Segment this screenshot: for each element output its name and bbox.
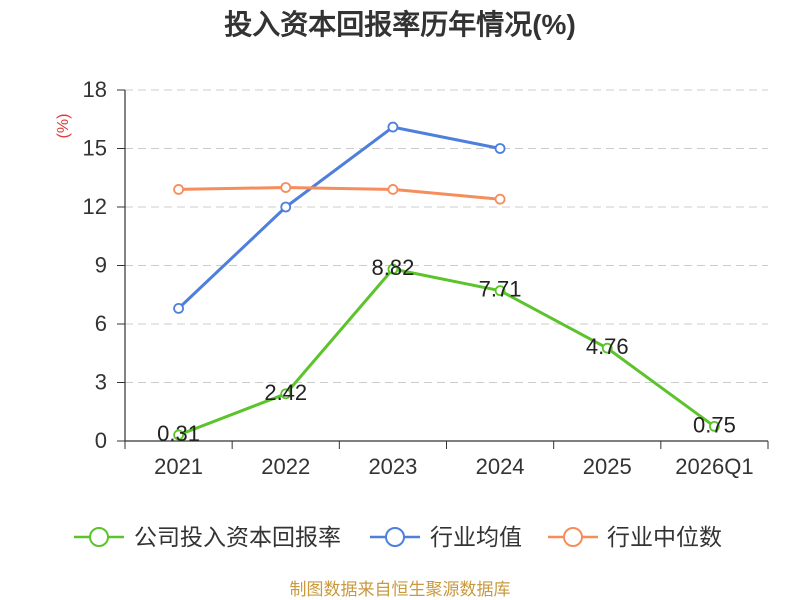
data-point <box>173 302 184 314</box>
legend: 公司投入资本回报率 行业均值 行业中位数 <box>74 524 722 550</box>
x-tick-label: 2022 <box>261 454 310 479</box>
y-tick-label: 18 <box>83 77 107 102</box>
legend-label-industry-mean: 行业均值 <box>430 524 522 550</box>
legend-label-industry-median: 行业中位数 <box>607 524 722 550</box>
data-point <box>387 184 399 195</box>
data-point <box>173 184 184 195</box>
data-label: 0.31 <box>157 421 200 446</box>
y-tick-label: 3 <box>95 370 107 395</box>
x-tick-label: 2024 <box>476 454 525 479</box>
legend-marker-industry-mean <box>385 527 405 547</box>
data-label: 7.71 <box>479 277 522 302</box>
data-point <box>387 263 399 275</box>
x-tick-label: 2026Q1 <box>675 454 753 479</box>
y-tick-label: 0 <box>95 428 107 453</box>
legend-item-industry-mean[interactable]: 行业均值 <box>370 524 522 550</box>
y-tick-label: 6 <box>95 311 107 336</box>
data-point <box>173 429 184 441</box>
data-label: 2.42 <box>264 380 307 405</box>
chart-title: 投入资本回报率历年情况(%) <box>224 8 576 40</box>
axes: 0 3 6 9 12 15 18 2021 2022 2023 2024 2025 2026Q1 <box>83 77 769 479</box>
data-point <box>494 143 506 154</box>
x-tick-label: 2023 <box>368 454 417 479</box>
data-point <box>494 285 506 297</box>
series-line-1 <box>177 125 502 310</box>
y-tick-label: 15 <box>83 136 107 161</box>
series-group <box>173 121 720 441</box>
data-label: 0.75 <box>693 412 736 437</box>
data-label: 4.76 <box>586 334 629 359</box>
y-tick-label: 9 <box>95 253 107 278</box>
gridlines <box>125 89 768 383</box>
data-label: 8.82 <box>372 255 415 280</box>
data-point <box>280 182 292 193</box>
legend-item-company-roic[interactable]: 公司投入资本回报率 <box>74 524 341 550</box>
series-line-2 <box>177 186 502 201</box>
series-line-0 <box>177 267 716 437</box>
data-point <box>387 121 399 133</box>
data-point <box>280 388 292 400</box>
data-source-footer: 制图数据来自恒生聚源数据库 <box>290 580 511 599</box>
data-point <box>601 342 613 354</box>
x-tick-label: 2025 <box>583 454 632 479</box>
legend-item-industry-median[interactable]: 行业中位数 <box>548 524 722 550</box>
y-axis-label: (%) <box>55 114 72 139</box>
data-labels: 0.31 2.42 8.82 7.71 4.76 0.75 <box>157 255 736 446</box>
legend-marker-company-roic <box>89 527 109 547</box>
data-point <box>494 193 506 205</box>
x-tick-label: 2021 <box>154 454 203 479</box>
data-point <box>280 201 292 213</box>
data-point <box>709 420 720 432</box>
legend-label-company-roic: 公司投入资本回报率 <box>134 524 341 550</box>
legend-marker-industry-median <box>563 527 583 547</box>
y-tick-label: 12 <box>83 194 107 219</box>
